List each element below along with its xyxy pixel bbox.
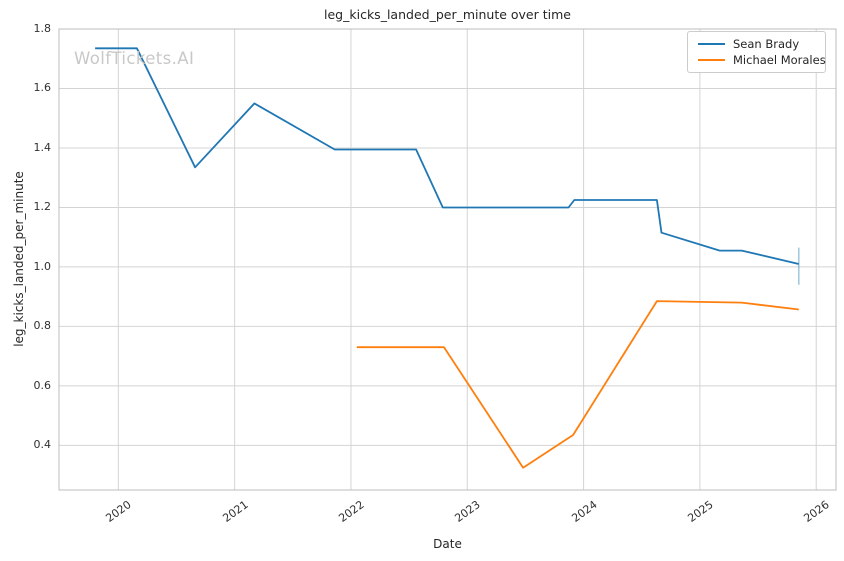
chart-title: leg_kicks_landed_per_minute over time — [324, 7, 571, 22]
legend-entry-sean-brady: Sean Brady — [698, 37, 817, 51]
y-tick-label: 1.8 — [33, 22, 52, 35]
watermark: WolfTickets.AI — [74, 49, 195, 68]
legend: Sean Brady Michael Morales — [687, 31, 826, 73]
legend-entry-michael-morales: Michael Morales — [698, 53, 826, 67]
series-line-0 — [95, 47, 800, 265]
y-tick-label: 1.2 — [33, 200, 52, 214]
legend-line-sample — [698, 59, 725, 61]
y-tick-label: 0.6 — [33, 378, 52, 392]
y-tick-label: 1.4 — [33, 140, 52, 154]
x-axis-label: Date — [433, 537, 462, 551]
axes-spines — [58, 28, 837, 491]
legend-label: Michael Morales — [733, 53, 826, 67]
legend-line-sample — [698, 43, 725, 45]
y-tick-label: 1.6 — [33, 81, 52, 95]
y-tick-label: 1.0 — [33, 259, 52, 273]
series-line-1 — [356, 300, 799, 469]
y-tick-label: 0.4 — [33, 438, 52, 452]
y-tick-label: 0.8 — [33, 319, 52, 333]
legend-label: Sean Brady — [733, 37, 800, 51]
